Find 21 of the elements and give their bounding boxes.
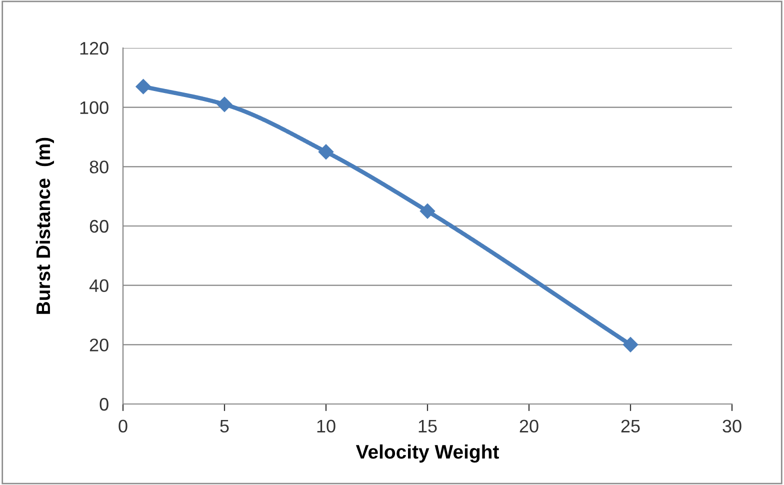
point	[318, 144, 334, 160]
y-tick-label: 40	[89, 279, 108, 292]
y-tick-label: 120	[80, 42, 108, 55]
x-tick-label: 10	[317, 420, 336, 433]
point	[216, 96, 232, 112]
x-tick-label: 5	[220, 420, 229, 433]
x-tick-label: 25	[621, 420, 640, 433]
y-tick-label: 100	[80, 101, 108, 114]
y-tick-label: 20	[90, 338, 108, 352]
x-tick-label: 20	[520, 420, 538, 433]
point	[622, 337, 638, 352]
x-axis-title: Velocity Weight	[356, 444, 499, 463]
y-tick-label: 0	[100, 398, 108, 411]
y-tick-label: 80	[90, 160, 108, 174]
x-tick-label: 15	[418, 420, 437, 433]
point	[136, 78, 151, 94]
x-tick-label: 30	[722, 420, 742, 433]
point	[420, 204, 436, 219]
y-axis-title: Burst Distance (m)	[36, 138, 54, 314]
x-tick-label: 0	[118, 420, 128, 433]
y-tick-label: 60	[90, 220, 108, 233]
